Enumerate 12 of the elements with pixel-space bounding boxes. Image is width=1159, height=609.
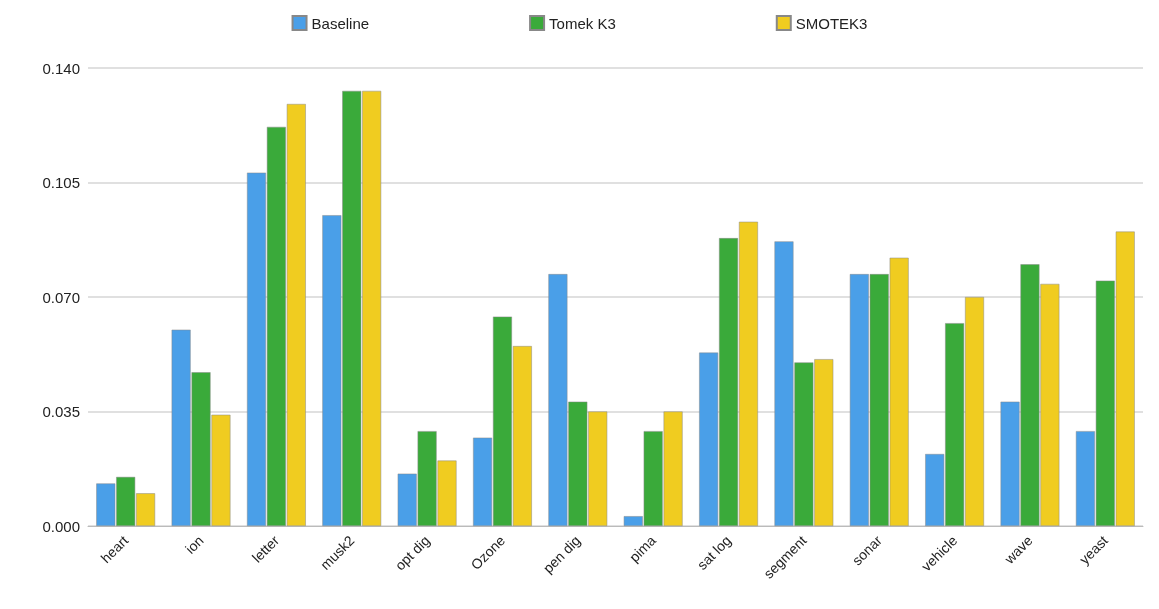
y-tick-label: 0.035: [42, 403, 80, 420]
y-tick-label: 0.070: [42, 288, 80, 306]
legend-label: Tomek K3: [549, 14, 616, 32]
x-tick-label: sat log: [693, 532, 735, 573]
y-tick-label: 0.105: [42, 174, 80, 191]
legend-label: Baseline: [311, 14, 370, 32]
x-tick-label: ion: [182, 532, 207, 557]
x-tick-label: opt dig: [391, 532, 433, 574]
y-tick-label: 0.000: [42, 517, 80, 535]
x-tick-label: pen dig: [539, 532, 584, 577]
legend-label: SMOTEK3: [795, 14, 868, 32]
y-tick-label: 0.140: [42, 59, 80, 77]
